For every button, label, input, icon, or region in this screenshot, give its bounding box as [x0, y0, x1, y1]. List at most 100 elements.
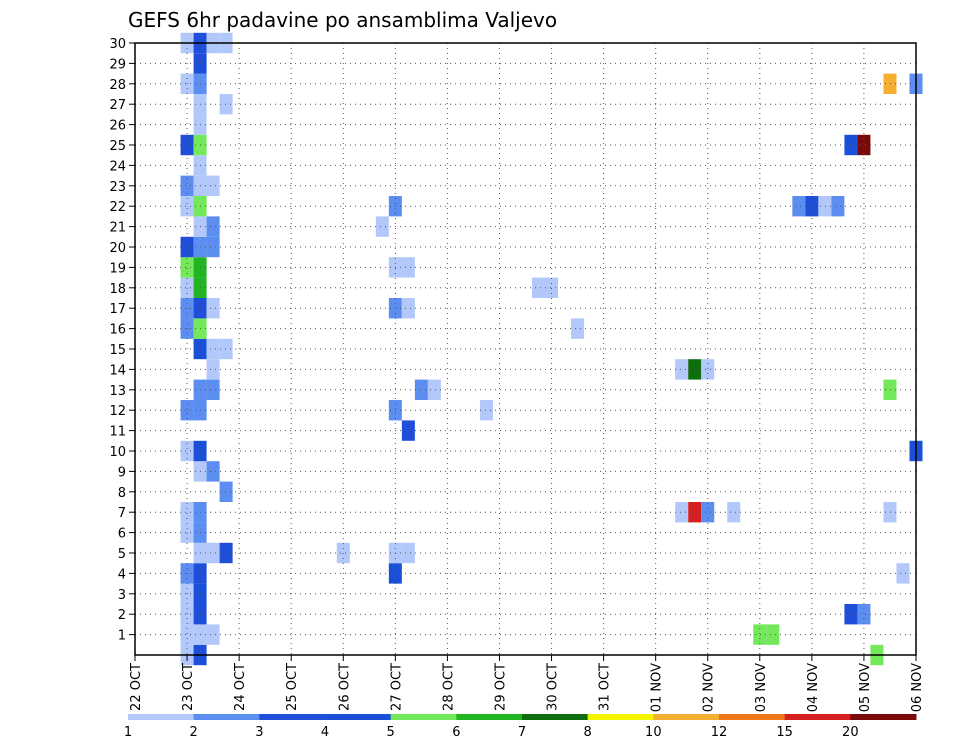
- colorbar-label: 8: [584, 725, 592, 740]
- colorbar-label: 2: [190, 725, 198, 740]
- x-tick-label: 23 OCT: [181, 663, 196, 711]
- colorbar-segment: [850, 714, 917, 720]
- heatmap-cell: [818, 196, 832, 217]
- x-tick-label: 26 OCT: [337, 663, 352, 711]
- colorbar-segment: [128, 714, 195, 720]
- heatmap-cell: [805, 196, 819, 217]
- y-tick-label: 6: [118, 527, 126, 542]
- heatmap-cell: [375, 216, 389, 237]
- x-tick-label: 06 NOV: [910, 663, 925, 712]
- colorbar-segment: [193, 714, 260, 720]
- heatmap-cell: [206, 216, 220, 237]
- heatmap-cell: [206, 236, 220, 258]
- colorbar-segment: [325, 714, 392, 720]
- colorbar-label: 3: [255, 725, 263, 740]
- y-tick-label: 17: [109, 302, 126, 317]
- y-tick-label: 14: [109, 363, 126, 378]
- y-tick-label: 4: [118, 567, 126, 582]
- x-tick-label: 05 NOV: [858, 663, 873, 712]
- colorbar-segment: [390, 714, 457, 720]
- heatmap-cell: [401, 542, 415, 564]
- x-tick-label: 28 OCT: [441, 663, 456, 711]
- heatmap-cell: [883, 73, 897, 94]
- heatmap-cell: [675, 502, 689, 523]
- heatmap-cell: [401, 298, 415, 319]
- heatmap-cell: [792, 196, 806, 217]
- colorbar-label: 6: [452, 725, 460, 740]
- y-tick-label: 20: [109, 241, 126, 256]
- chart-title: GEFS 6hr padavine po ansamblima Valjevo: [128, 8, 557, 32]
- colorbar-label: 1: [124, 725, 132, 740]
- x-tick-label: 25 OCT: [285, 663, 300, 711]
- heatmap-cell: [401, 420, 415, 441]
- heatmap-cell: [427, 379, 441, 400]
- y-tick-label: 12: [109, 404, 126, 419]
- heatmap-cell: [206, 175, 220, 196]
- heatmap-cell: [857, 604, 871, 625]
- x-tick-label: 31 OCT: [598, 663, 613, 711]
- heatmap-cell: [206, 379, 220, 400]
- colorbar-segment: [784, 714, 851, 720]
- heatmap-cell: [180, 277, 194, 298]
- heatmap-cell: [701, 502, 715, 523]
- heatmap-cell: [180, 624, 194, 645]
- y-tick-label: 16: [109, 323, 126, 338]
- plot-frame: [134, 42, 917, 656]
- y-tick-label: 7: [118, 506, 126, 521]
- colorbar-label: 15: [776, 725, 793, 740]
- heatmap-cell: [180, 522, 194, 543]
- y-tick-label: 5: [118, 547, 126, 562]
- heatmap-cell: [180, 502, 194, 523]
- heatmap-cell: [753, 624, 767, 645]
- heatmap-cell: [831, 196, 845, 217]
- heatmap-cell: [688, 359, 702, 380]
- heatmap-cell: [896, 563, 910, 584]
- heatmap-cell: [180, 604, 194, 625]
- y-tick-label: 26: [109, 119, 126, 134]
- colorbar-label: 4: [321, 725, 329, 740]
- heatmap-cell: [206, 624, 220, 645]
- colorbar-segment: [259, 714, 326, 720]
- x-tick-label: 24 OCT: [233, 663, 248, 711]
- heatmap-cell: [206, 542, 220, 564]
- colorbar-label: 10: [645, 725, 662, 740]
- colorbar-segment: [522, 714, 589, 720]
- x-tick-label: 04 NOV: [806, 663, 821, 712]
- y-tick-label: 21: [109, 221, 126, 236]
- heatmap-cell: [414, 379, 428, 400]
- heatmap-cell: [180, 400, 194, 421]
- heatmap-cell: [571, 318, 585, 339]
- heatmap-cell: [180, 440, 194, 462]
- heatmap-cell: [219, 94, 233, 115]
- y-tick-label: 30: [109, 37, 126, 52]
- heatmap-cell: [401, 257, 415, 278]
- heatmap-cell: [180, 175, 194, 196]
- colorbar-segment: [719, 714, 786, 720]
- heatmap-cell: [675, 359, 689, 380]
- heatmap-cell: [219, 481, 233, 502]
- heatmap-cell: [545, 277, 559, 298]
- y-tick-label: 27: [109, 98, 126, 113]
- heatmap-cell: [206, 359, 220, 380]
- y-tick-label: 8: [118, 486, 126, 501]
- heatmap-cell: [206, 338, 220, 360]
- y-tick-label: 3: [118, 588, 126, 603]
- colorbar-segment: [653, 714, 720, 720]
- y-tick-label: 13: [109, 384, 126, 399]
- heatmap-cell: [180, 257, 194, 278]
- x-tick-label: 02 NOV: [702, 663, 717, 712]
- x-axis-ticks: 22 OCT 23 OCT 24 OCT 25 OCT 26 OCT 27 OCT 28 O…: [129, 655, 925, 712]
- y-tick-label: 1: [118, 629, 126, 644]
- y-tick-label: 19: [109, 261, 126, 276]
- x-tick-label: 30 OCT: [546, 663, 561, 711]
- y-tick-label: 25: [109, 139, 126, 154]
- heatmap-cell: [219, 542, 233, 564]
- colorbar-label: 12: [711, 725, 728, 740]
- colorbar-segment: [456, 714, 523, 720]
- x-tick-label: 29 OCT: [493, 663, 508, 711]
- x-tick-label: 03 NOV: [754, 663, 769, 712]
- heatmap-cells: [180, 32, 923, 666]
- heatmap-cell: [180, 236, 194, 258]
